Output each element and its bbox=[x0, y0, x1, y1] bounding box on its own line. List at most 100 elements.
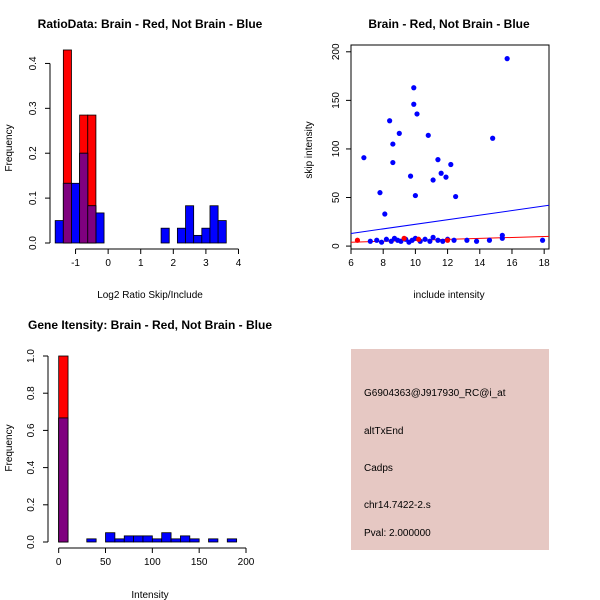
scatter-point-not-brain-5 bbox=[390, 159, 396, 166]
ratio-bar-not-brain-9 bbox=[193, 234, 203, 244]
intensity-x-tick-label-4: 200 bbox=[238, 557, 255, 568]
scatter-point-not-brain-37 bbox=[435, 237, 441, 243]
scatter-x-tick-label-4: 14 bbox=[474, 258, 486, 269]
ratio-bar-not-brain-5 bbox=[95, 212, 105, 244]
intensity-bar-not-brain-8 bbox=[161, 532, 172, 543]
scatter-point-not-brain-24 bbox=[383, 236, 390, 242]
ratio-x-tick-label-5: 4 bbox=[236, 258, 242, 269]
ratio-y-tick-label-1: 0.1 bbox=[28, 191, 39, 205]
scatter-point-not-brain-3 bbox=[387, 118, 393, 124]
scatter-point-not-brain-23 bbox=[378, 239, 385, 245]
ratio-x-tick-label-2: 1 bbox=[138, 258, 144, 269]
scatter-y-tick-label-3: 150 bbox=[331, 92, 342, 109]
intensity-bar-not-brain-4 bbox=[123, 535, 135, 543]
scatter-point-not-brain-14 bbox=[435, 157, 441, 163]
ratio-histogram-panel: RatioData: Brain - Red, Not Brain - Blue… bbox=[4, 17, 263, 301]
ratio-bar-not-brain-2 bbox=[71, 182, 81, 244]
scatter-point-not-brain-2 bbox=[382, 211, 388, 217]
intensity-x-tick-label-3: 150 bbox=[191, 557, 208, 568]
scatter-point-not-brain-4 bbox=[390, 141, 396, 147]
intensity-bar-overlap-0 bbox=[58, 417, 69, 543]
scatter-point-not-brain-20 bbox=[504, 56, 510, 62]
intensity-bar-not-brain-1 bbox=[86, 538, 97, 543]
scatter-point-not-brain-15 bbox=[438, 170, 444, 176]
intensity-bar-not-brain-9 bbox=[170, 538, 181, 543]
intensity-bar-not-brain-13 bbox=[226, 538, 238, 543]
scatter-point-not-brain-42 bbox=[473, 238, 480, 244]
scatter-panel: Brain - Red, Not Brain - Blue include in… bbox=[304, 17, 550, 301]
scatter-point-not-brain-12 bbox=[425, 132, 431, 138]
scatter-x-tick-label-0: 6 bbox=[348, 258, 354, 269]
ratio-histogram-title: RatioData: Brain - Red, Not Brain - Blue bbox=[38, 17, 263, 31]
intensity-bar-not-brain-11 bbox=[189, 538, 200, 543]
ratio-x-tick-label-0: -1 bbox=[71, 258, 80, 269]
scatter-x-tick-label-6: 18 bbox=[539, 258, 551, 269]
intensity-bar-not-brain-10 bbox=[180, 535, 191, 543]
ratio-y-tick-label-3: 0.3 bbox=[28, 101, 39, 115]
intensity-bar-not-brain-3 bbox=[114, 538, 125, 543]
ratio-bar-not-brain-10 bbox=[201, 227, 211, 244]
ratio-bar-not-brain-7 bbox=[176, 227, 186, 244]
scatter-point-not-brain-8 bbox=[411, 85, 417, 91]
scatter-point-brain-1 bbox=[401, 235, 407, 241]
location-text: chr14.7422-2.s bbox=[364, 500, 431, 511]
pval-text: Pval: 2.000000 bbox=[364, 528, 431, 539]
intensity-bar-not-brain-5 bbox=[133, 535, 144, 543]
ratio-bar-not-brain-12 bbox=[217, 220, 227, 244]
scatter-point-not-brain-6 bbox=[396, 130, 402, 136]
scatter-point-not-brain-9 bbox=[411, 101, 417, 107]
scatter-y-tick-label-4: 200 bbox=[331, 43, 342, 60]
scatter-point-not-brain-22 bbox=[374, 237, 380, 243]
intensity-bar-not-brain-7 bbox=[151, 538, 163, 543]
scatter-point-not-brain-17 bbox=[448, 161, 454, 168]
ratio-bar-not-brain-11 bbox=[209, 205, 219, 244]
scatter-y-tick-label-0: 0 bbox=[331, 243, 342, 249]
scatter-point-not-brain-46 bbox=[539, 237, 546, 243]
scatter-point-not-brain-13 bbox=[430, 177, 436, 183]
ratio-bar-not-brain-6 bbox=[160, 227, 170, 244]
scatter-point-not-brain-38 bbox=[440, 238, 446, 244]
intensity-bar-not-brain-6 bbox=[142, 535, 153, 543]
scatter-ylabel: skip intensity bbox=[304, 121, 315, 178]
info-panel-background bbox=[351, 349, 549, 550]
ratio-bar-overlap-0 bbox=[62, 182, 72, 244]
scatter-point-not-brain-18 bbox=[453, 193, 459, 200]
scatter-x-tick-label-5: 16 bbox=[506, 258, 518, 269]
intensity-y-tick-label-5: 1.0 bbox=[26, 349, 37, 363]
intensity-bar-not-brain-12 bbox=[208, 538, 219, 543]
ratio-histogram-xlabel: Log2 Ratio Skip/Include bbox=[97, 290, 203, 301]
ratio-bar-overlap-1 bbox=[79, 152, 89, 244]
event-type-text: altTxEnd bbox=[364, 426, 403, 437]
intensity-x-tick-label-0: 0 bbox=[56, 557, 62, 568]
intensity-y-tick-label-2: 0.4 bbox=[26, 460, 37, 474]
scatter-point-brain-0 bbox=[354, 237, 361, 243]
scatter-point-not-brain-36 bbox=[430, 234, 436, 240]
ratio-x-tick-label-1: 0 bbox=[105, 258, 111, 269]
ratio-bar-not-brain-8 bbox=[185, 205, 195, 244]
scatter-x-tick-label-2: 10 bbox=[410, 258, 422, 269]
intensity-y-tick-label-4: 0.8 bbox=[26, 386, 37, 400]
scatter-point-not-brain-1 bbox=[377, 190, 383, 196]
intensity-histogram-panel: Gene Itensity: Brain - Red, Not Brain - … bbox=[4, 318, 272, 600]
intensity-y-tick-label-3: 0.6 bbox=[26, 423, 37, 437]
scatter-point-not-brain-41 bbox=[464, 237, 470, 243]
intensity-histogram-xlabel: Intensity bbox=[131, 590, 168, 600]
ratio-x-tick-label-4: 3 bbox=[203, 258, 209, 269]
intensity-histogram-ylabel: Frequency bbox=[4, 424, 15, 471]
scatter-point-not-brain-19 bbox=[490, 135, 496, 141]
scatter-plot-frame bbox=[350, 44, 550, 250]
intensity-x-tick-label-1: 50 bbox=[100, 557, 112, 568]
scatter-point-not-brain-21 bbox=[367, 238, 373, 244]
scatter-point-not-brain-43 bbox=[486, 237, 493, 243]
ratio-y-tick-label-4: 0.4 bbox=[28, 56, 39, 70]
scatter-x-tick-label-1: 8 bbox=[380, 258, 386, 269]
intensity-bar-not-brain-2 bbox=[105, 532, 116, 543]
scatter-xlabel: include intensity bbox=[413, 290, 484, 301]
ratio-bar-not-brain-0 bbox=[54, 220, 64, 244]
gene-name-text: Cadps bbox=[364, 463, 393, 474]
ratio-y-tick-label-0: 0.0 bbox=[28, 236, 39, 250]
info-panel: G6904363@J917930_RC@i_at altTxEnd Cadps … bbox=[351, 349, 549, 550]
scatter-y-tick-label-2: 100 bbox=[331, 140, 342, 157]
scatter-point-brain-2 bbox=[416, 236, 422, 242]
